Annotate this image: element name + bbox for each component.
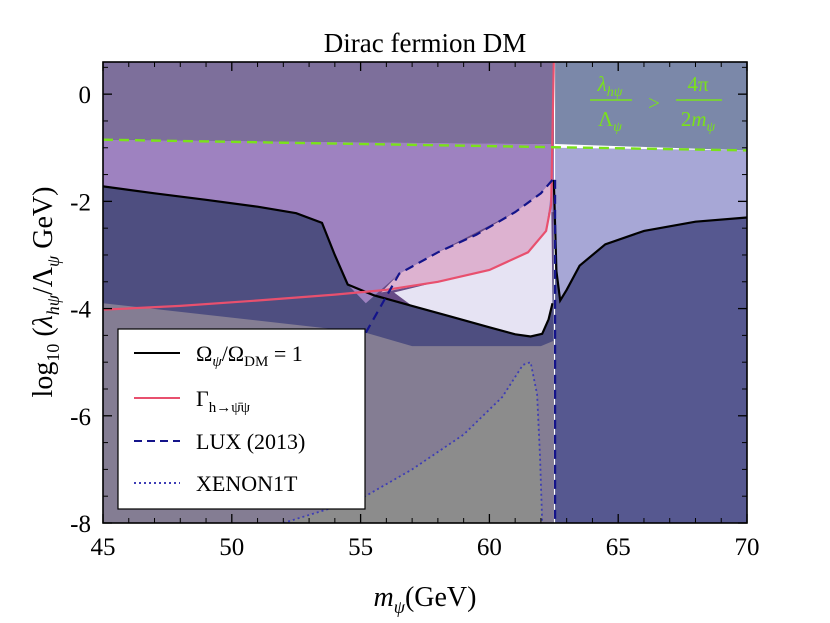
annotation-relation: > xyxy=(648,91,660,115)
series-line-2-seg-0 xyxy=(364,179,554,334)
y-axis-label: log10 (λhψ/Λψ GeV) xyxy=(28,187,63,398)
series-line-0-seg-0 xyxy=(103,185,554,338)
x-tick-label: 55 xyxy=(348,534,373,561)
y-tick-label: -6 xyxy=(70,404,91,431)
y-tick-label: -4 xyxy=(70,297,91,324)
perturbativity-annotation: λhψ Λψ > 4π 2mψ xyxy=(590,72,722,135)
legend-box xyxy=(117,328,366,510)
legend: Ωψ/ΩDM = 1 Γh→ψ̄ψ LUX (2013) XENON1T xyxy=(117,328,366,510)
region-pink xyxy=(381,179,553,293)
y-tick-label: -8 xyxy=(70,511,91,538)
plot-frame xyxy=(102,61,748,524)
region-right-light xyxy=(555,147,747,301)
region-right-top xyxy=(555,62,747,151)
region-upper-left xyxy=(103,62,554,144)
region-grey xyxy=(283,362,543,523)
series-line-1-seg-0 xyxy=(103,62,555,311)
x-tick-label: 70 xyxy=(735,534,760,561)
x-axis-label: mψ(GeV) xyxy=(374,582,477,617)
x-tick-label: 65 xyxy=(606,534,631,561)
x-tick-label: 50 xyxy=(219,534,244,561)
annotation-rhs-numerator: 4π xyxy=(687,72,709,96)
chart-title: Dirac fermion DM xyxy=(324,28,526,58)
legend-label-xenon: XENON1T xyxy=(196,471,298,496)
region-right-dark xyxy=(555,179,747,523)
x-tick-label: 60 xyxy=(477,534,502,561)
legend-label-lux: LUX (2013) xyxy=(196,429,305,454)
series-lines xyxy=(103,62,747,523)
x-tick-label: 45 xyxy=(91,534,116,561)
region-lavender xyxy=(394,204,553,337)
series-line-0-seg-1 xyxy=(552,179,747,304)
perturbativity-line xyxy=(103,138,747,152)
y-tick-label: 0 xyxy=(79,82,92,109)
region-purple-band xyxy=(103,139,554,304)
series-line-3-seg-0 xyxy=(283,361,544,523)
axis-ticks: 45 50 55 60 65 70 0 -2 -4 -6 -8 xyxy=(70,62,760,561)
y-tick-label: -2 xyxy=(70,189,91,216)
